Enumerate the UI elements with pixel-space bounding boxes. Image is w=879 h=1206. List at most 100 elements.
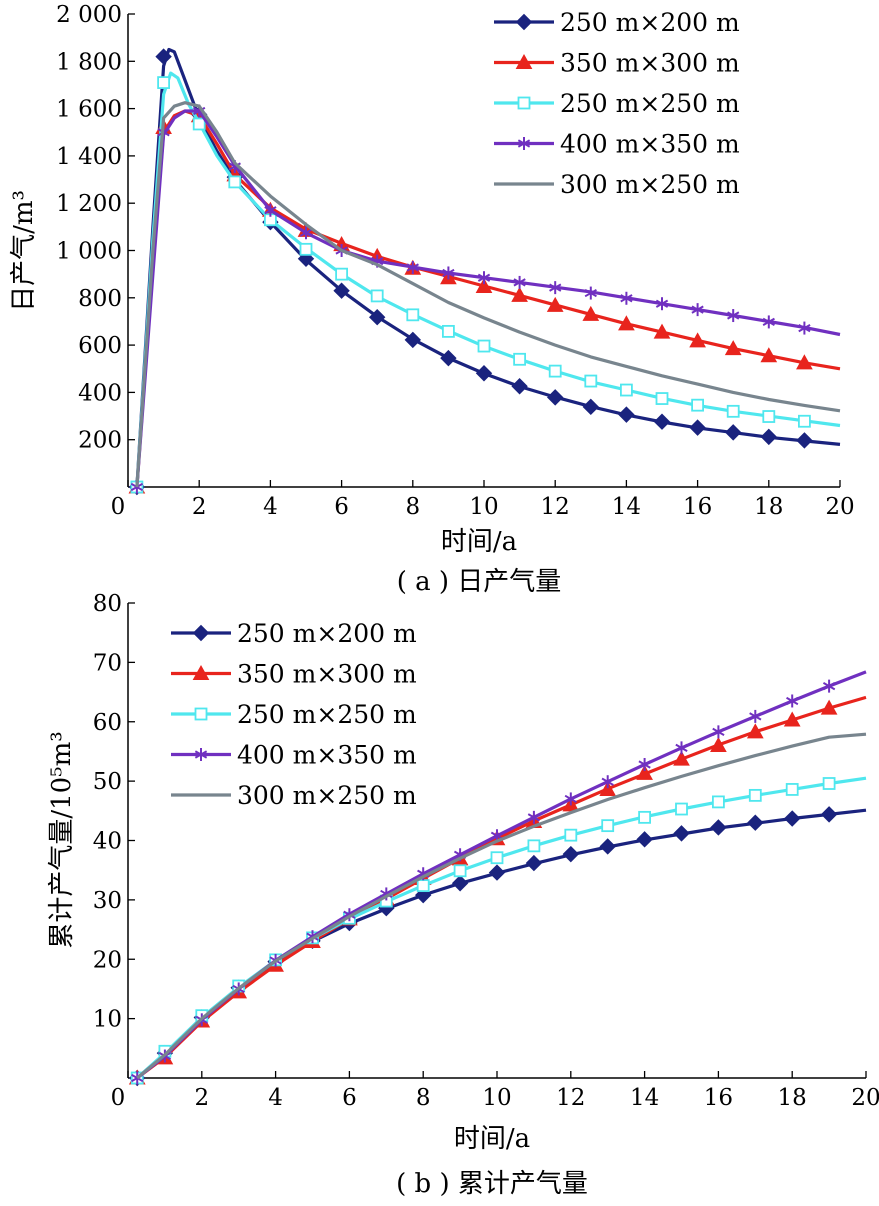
figure-caption: ( b ) 累计产气量 xyxy=(396,1169,588,1199)
data-point xyxy=(406,308,420,322)
y-tick-label: 20 xyxy=(93,947,122,973)
x-tick-label: 8 xyxy=(405,494,420,520)
y-tick-label: 60 xyxy=(93,710,122,736)
data-point xyxy=(546,296,564,312)
data-point xyxy=(746,723,764,739)
legend-item: 250 m×250 m xyxy=(494,89,740,118)
data-point xyxy=(673,825,690,842)
legend-label: 250 m×200 m xyxy=(560,8,740,37)
x-tick-label: 16 xyxy=(683,494,712,520)
data-point xyxy=(582,398,600,416)
data-point xyxy=(564,828,578,842)
data-point xyxy=(599,838,616,855)
data-point xyxy=(451,875,469,892)
data-point xyxy=(477,271,491,285)
data-point xyxy=(525,854,543,872)
data-point xyxy=(299,226,313,240)
legend-label: 250 m×250 m xyxy=(237,700,417,729)
legend-label: 300 m×250 m xyxy=(560,170,740,199)
y-tick-label: 1 600 xyxy=(56,97,122,123)
legend-item: 250 m×200 m xyxy=(171,619,417,648)
data-point xyxy=(562,845,580,863)
data-point xyxy=(511,378,528,395)
data-point xyxy=(796,432,813,449)
series-0 xyxy=(129,806,867,1087)
data-point xyxy=(673,750,690,766)
data-point xyxy=(527,810,541,824)
legend-label: 400 m×350 m xyxy=(237,741,417,770)
data-point xyxy=(370,289,384,303)
data-point xyxy=(299,242,313,256)
data-point xyxy=(442,266,455,280)
data-point xyxy=(620,383,633,397)
legend-item: 250 m×250 m xyxy=(171,700,417,729)
legend-marker xyxy=(192,624,210,642)
x-axis-title: 时间/a xyxy=(454,1124,530,1154)
x-tick-label: 2 xyxy=(192,494,207,520)
y-axis-title: 日产气/m³ xyxy=(9,190,39,312)
data-point xyxy=(527,839,541,853)
legend-label: 250 m×250 m xyxy=(560,89,740,118)
y-tick-label: 1 000 xyxy=(56,239,122,265)
x-tick-label: 2 xyxy=(194,1085,209,1111)
data-point xyxy=(691,303,704,317)
data-point xyxy=(762,315,775,329)
x-tick-label: 6 xyxy=(334,494,349,520)
data-point xyxy=(653,413,671,430)
data-point xyxy=(477,339,491,353)
legend-marker xyxy=(194,748,208,761)
data-point xyxy=(584,286,597,300)
data-point xyxy=(546,389,564,406)
x-tick-label: 0 xyxy=(111,1085,126,1111)
data-point xyxy=(488,864,506,881)
series-line xyxy=(135,101,841,488)
legend-marker xyxy=(515,13,533,31)
data-point xyxy=(689,419,706,436)
x-tick-label: 12 xyxy=(556,1085,585,1111)
series-line xyxy=(136,808,867,1080)
data-point xyxy=(264,203,277,217)
data-point xyxy=(513,275,526,289)
y-tick-label: 10 xyxy=(93,1007,122,1033)
data-point xyxy=(710,819,727,836)
series-4 xyxy=(136,732,867,1080)
y-tick-label: 400 xyxy=(78,380,122,406)
data-point xyxy=(653,323,671,339)
y-axis-title: 累计产气量/10⁵m³ xyxy=(47,731,77,948)
data-point xyxy=(796,354,813,370)
data-point xyxy=(599,780,617,796)
data-point xyxy=(549,281,562,295)
data-point xyxy=(416,879,430,893)
data-point xyxy=(157,76,171,89)
data-point xyxy=(368,308,386,326)
legend-label: 400 m×350 m xyxy=(560,130,740,159)
data-point xyxy=(748,788,762,802)
data-point xyxy=(749,709,762,723)
data-point xyxy=(511,286,528,302)
data-point xyxy=(726,404,740,418)
data-point xyxy=(762,410,776,423)
x-tick-label: 6 xyxy=(342,1085,357,1111)
data-point xyxy=(192,117,206,131)
x-tick-label: 0 xyxy=(111,494,126,520)
data-point xyxy=(655,297,669,311)
data-point xyxy=(490,851,504,865)
data-point xyxy=(724,424,742,441)
data-point xyxy=(453,864,467,878)
data-point xyxy=(155,48,172,65)
legend-item: 400 m×350 m xyxy=(171,741,417,770)
y-tick-label: 50 xyxy=(93,769,122,795)
legend-item: 400 m×350 m xyxy=(494,130,740,159)
data-point xyxy=(712,725,725,739)
data-point xyxy=(785,783,799,796)
data-point xyxy=(601,775,614,789)
legend-label: 250 m×200 m xyxy=(237,619,417,648)
data-point xyxy=(712,795,725,809)
y-tick-label: 80 xyxy=(93,591,122,617)
x-tick-label: 8 xyxy=(416,1085,431,1111)
legend-marker xyxy=(517,137,531,150)
data-point xyxy=(440,349,457,367)
figure-caption: ( a ) 日产气量 xyxy=(397,567,562,597)
data-point xyxy=(675,741,688,755)
